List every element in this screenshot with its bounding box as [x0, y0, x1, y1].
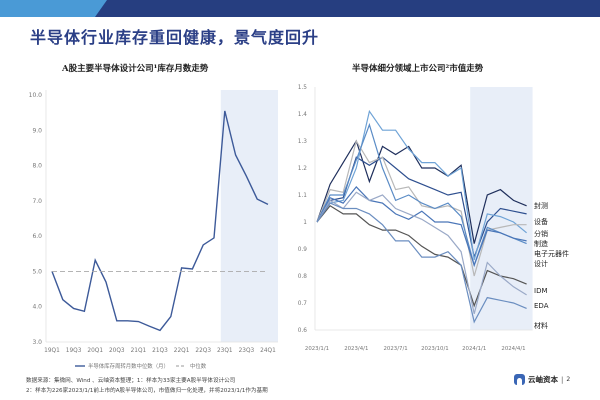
y-tick-label: 1.4 [298, 112, 308, 118]
x-tick-label: 23Q3 [239, 348, 255, 354]
y-tick-label: 6.0 [32, 233, 42, 240]
market-cap-chart: 1.5 1.4 1.3 1.2 1.1 1 0.9 0.8 0.7 0.6 2023/1/1 2023… [298, 85, 569, 352]
y-tick-label: 1 [303, 220, 307, 226]
series-line [316, 109, 527, 260]
y-tick-label: 0.9 [298, 247, 308, 253]
series-line [316, 139, 527, 244]
x-tick-label: 22Q1 [174, 348, 190, 354]
x-tick-label: 20Q3 [109, 348, 125, 354]
series-label: 设备 [534, 217, 548, 226]
legend-item: 半导体库存周转月数中位数（月） [88, 362, 169, 370]
x-tick-label: 21Q3 [152, 348, 168, 354]
y-tick-label: 1.5 [298, 85, 308, 91]
x-tick-label: 20Q1 [87, 348, 103, 354]
y-tick-label: 8.0 [32, 163, 42, 170]
series-label: 封测 [534, 201, 548, 210]
y-tick-label: 0.8 [298, 274, 308, 280]
y-tick-label: 9.0 [32, 127, 42, 134]
x-tick-label: 2023/4/1 [344, 346, 368, 352]
brand-name: 云岫资本 [528, 375, 558, 384]
series-line [316, 202, 527, 324]
footnote-line-2: 2：样本为226家2023/1/1前上市的A股半导体公司，市值做归一化处理，并将… [26, 388, 268, 394]
x-tick-label: 2023/10/1 [421, 346, 449, 352]
brand-logo: 云岫资本 | 2 [514, 374, 570, 385]
y-tick-label: 3.0 [32, 339, 42, 346]
series-label: 电子元器件 [534, 249, 569, 258]
x-tick-label: 19Q1 [44, 348, 60, 354]
series-label: 制造 [534, 239, 548, 248]
y-tick-label: 7.0 [32, 198, 42, 205]
series-line [316, 122, 527, 268]
x-tick-label: 2023/7/1 [383, 346, 407, 352]
brand-logo-icon [514, 374, 525, 385]
x-tick-label: 21Q1 [131, 348, 147, 354]
y-tick-label: 0.7 [298, 301, 308, 307]
series-label: 设计 [534, 259, 548, 268]
right-chart-title: 半导体细分领域上市公司²市值走势 [352, 64, 484, 74]
header-band [0, 0, 600, 17]
series-label: 材料 [534, 321, 548, 330]
y-tick-label: 0.6 [298, 328, 308, 334]
y-tick-label: 10.0 [29, 92, 43, 99]
series-label: EDA [534, 302, 549, 310]
x-tick-label: 2023/1/1 [305, 346, 329, 352]
y-tick-label: 5.0 [32, 268, 42, 275]
page-number: 2 [566, 376, 571, 383]
x-tick-label: 2024/4/1 [501, 346, 525, 352]
x-tick-label: 22Q3 [195, 348, 211, 354]
y-tick-label: 1.3 [298, 139, 308, 145]
y-tick-label: 4.0 [32, 304, 42, 311]
footer-separator: | [561, 375, 564, 384]
series-label: 分销 [534, 229, 548, 238]
x-tick-label: 24Q1 [260, 348, 276, 354]
x-tick-label: 19Q3 [66, 348, 82, 354]
left-chart-title: A股主要半导体设计公司¹库存月数走势 [62, 64, 209, 74]
x-tick-label: 2024/1/1 [462, 346, 486, 352]
footnote-line-1: 数据来源：集微网、Wind 、云岫资本整理；1：样本为33家主要A股半导体设计公… [26, 378, 236, 384]
series-line [51, 110, 269, 332]
x-tick-label: 23Q1 [217, 348, 233, 354]
series-label: IDM [534, 287, 548, 295]
y-tick-label: 1.1 [298, 193, 308, 199]
series-line [316, 191, 527, 314]
series-line [316, 205, 527, 308]
legend-item: 中位数 [190, 362, 207, 370]
y-tick-label: 1.2 [298, 166, 308, 172]
series-line [316, 185, 527, 268]
page-title: 半导体行业库存重回健康，景气度回升 [30, 28, 320, 47]
